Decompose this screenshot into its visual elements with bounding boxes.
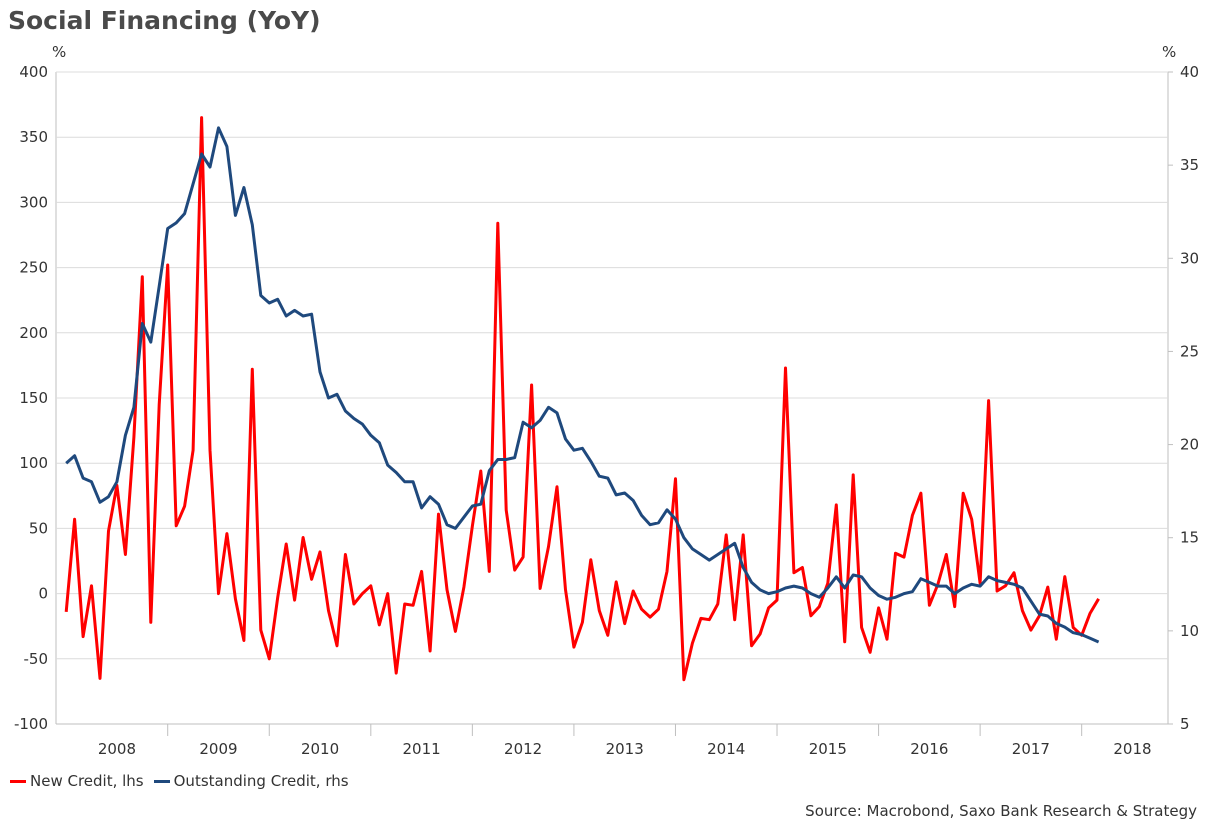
right-axis-unit: % bbox=[1162, 43, 1177, 61]
x-tick-label: 2010 bbox=[301, 740, 339, 758]
source-note: Source: Macrobond, Saxo Bank Research & … bbox=[805, 802, 1197, 820]
right-tick-label: 15 bbox=[1180, 529, 1199, 547]
left-tick-label: 250 bbox=[19, 259, 48, 277]
x-tick-label: 2008 bbox=[98, 740, 136, 758]
legend: New Credit, lhs Outstanding Credit, rhs bbox=[10, 772, 349, 790]
left-tick-label: 0 bbox=[38, 585, 48, 603]
right-tick-label: 35 bbox=[1180, 156, 1199, 174]
right-tick-label: 30 bbox=[1180, 249, 1199, 267]
left-tick-label: -100 bbox=[14, 715, 48, 733]
left-tick-label: 400 bbox=[19, 63, 48, 81]
right-tick-label: 5 bbox=[1180, 715, 1190, 733]
left-axis-unit: % bbox=[52, 43, 67, 61]
x-tick-label: 2015 bbox=[809, 740, 847, 758]
x-tick-label: 2018 bbox=[1113, 740, 1151, 758]
left-tick-label: 50 bbox=[29, 519, 48, 537]
series-line-new-credit bbox=[64, 116, 1100, 682]
legend-item-new-credit: New Credit, lhs bbox=[10, 772, 144, 790]
x-tick-label: 2011 bbox=[402, 740, 440, 758]
right-tick-label: 10 bbox=[1180, 622, 1199, 640]
left-tick-label: 300 bbox=[19, 193, 48, 211]
legend-swatch-new-credit bbox=[10, 779, 26, 783]
right-tick-label: 25 bbox=[1180, 342, 1199, 360]
chart-title: Social Financing (YoY) bbox=[8, 6, 321, 35]
x-tick-label: 2012 bbox=[504, 740, 542, 758]
series-line-outstanding-credit bbox=[65, 126, 1100, 644]
right-tick-label: 20 bbox=[1180, 436, 1199, 454]
x-tick-label: 2013 bbox=[606, 740, 644, 758]
left-tick-label: 100 bbox=[19, 454, 48, 472]
x-tick-label: 2014 bbox=[707, 740, 745, 758]
right-tick-label: 40 bbox=[1180, 63, 1199, 81]
legend-label-outstanding-credit: Outstanding Credit, rhs bbox=[173, 772, 349, 790]
legend-item-outstanding-credit: Outstanding Credit, rhs bbox=[153, 772, 349, 790]
left-tick-label: -50 bbox=[24, 650, 49, 668]
left-tick-label: 200 bbox=[19, 324, 48, 342]
legend-swatch-outstanding-credit bbox=[153, 779, 170, 783]
x-tick-label: 2009 bbox=[199, 740, 237, 758]
x-tick-label: 2016 bbox=[910, 740, 948, 758]
left-tick-label: 350 bbox=[19, 128, 48, 146]
x-tick-label: 2017 bbox=[1012, 740, 1050, 758]
left-tick-label: 150 bbox=[19, 389, 48, 407]
legend-label-new-credit: New Credit, lhs bbox=[30, 772, 144, 790]
